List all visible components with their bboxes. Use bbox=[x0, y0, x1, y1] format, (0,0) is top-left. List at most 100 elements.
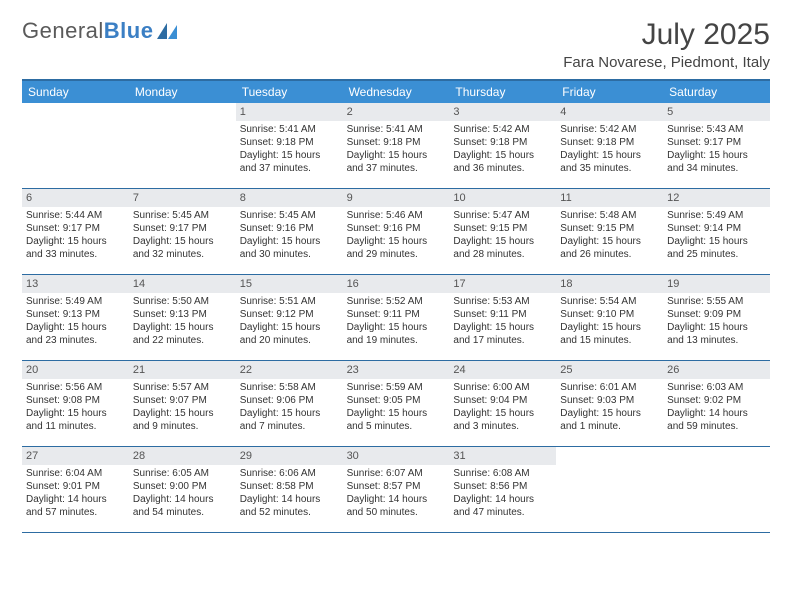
day-cell: 17Sunrise: 5:53 AMSunset: 9:11 PMDayligh… bbox=[449, 275, 556, 361]
day-number: 13 bbox=[22, 275, 129, 293]
day-content: Sunrise: 5:59 AMSunset: 9:05 PMDaylight:… bbox=[343, 379, 450, 437]
day-number: 17 bbox=[449, 275, 556, 293]
day-cell: 19Sunrise: 5:55 AMSunset: 9:09 PMDayligh… bbox=[663, 275, 770, 361]
day-number: 23 bbox=[343, 361, 450, 379]
daylight-line: Daylight: 14 hours and 54 minutes. bbox=[133, 493, 232, 519]
sunset-line: Sunset: 9:16 PM bbox=[240, 222, 339, 235]
sunrise-line: Sunrise: 5:54 AM bbox=[560, 295, 659, 308]
sunset-line: Sunset: 9:16 PM bbox=[347, 222, 446, 235]
daylight-line: Daylight: 14 hours and 47 minutes. bbox=[453, 493, 552, 519]
sunrise-line: Sunrise: 5:56 AM bbox=[26, 381, 125, 394]
logo: GeneralBlue bbox=[22, 18, 177, 44]
logo-part2: Blue bbox=[104, 18, 154, 43]
day-cell: 24Sunrise: 6:00 AMSunset: 9:04 PMDayligh… bbox=[449, 361, 556, 447]
sunset-line: Sunset: 9:14 PM bbox=[667, 222, 766, 235]
sunrise-line: Sunrise: 5:47 AM bbox=[453, 209, 552, 222]
empty-cell bbox=[129, 103, 236, 189]
sunset-line: Sunset: 9:17 PM bbox=[133, 222, 232, 235]
header: GeneralBlue July 2025 Fara Novarese, Pie… bbox=[22, 18, 770, 71]
day-content: Sunrise: 6:05 AMSunset: 9:00 PMDaylight:… bbox=[129, 465, 236, 523]
sunset-line: Sunset: 9:06 PM bbox=[240, 394, 339, 407]
sunrise-line: Sunrise: 6:03 AM bbox=[667, 381, 766, 394]
day-cell: 21Sunrise: 5:57 AMSunset: 9:07 PMDayligh… bbox=[129, 361, 236, 447]
weekday-header: Friday bbox=[556, 81, 663, 103]
sunset-line: Sunset: 9:18 PM bbox=[560, 136, 659, 149]
sunset-line: Sunset: 9:18 PM bbox=[347, 136, 446, 149]
sunset-line: Sunset: 9:17 PM bbox=[26, 222, 125, 235]
day-number: 15 bbox=[236, 275, 343, 293]
sunrise-line: Sunrise: 5:52 AM bbox=[347, 295, 446, 308]
sunset-line: Sunset: 9:08 PM bbox=[26, 394, 125, 407]
day-number: 27 bbox=[22, 447, 129, 465]
daylight-line: Daylight: 15 hours and 30 minutes. bbox=[240, 235, 339, 261]
daylight-line: Daylight: 14 hours and 52 minutes. bbox=[240, 493, 339, 519]
day-cell: 31Sunrise: 6:08 AMSunset: 8:56 PMDayligh… bbox=[449, 447, 556, 533]
day-content: Sunrise: 6:08 AMSunset: 8:56 PMDaylight:… bbox=[449, 465, 556, 523]
day-number: 31 bbox=[449, 447, 556, 465]
daylight-line: Daylight: 15 hours and 11 minutes. bbox=[26, 407, 125, 433]
sunrise-line: Sunrise: 6:01 AM bbox=[560, 381, 659, 394]
sunset-line: Sunset: 9:13 PM bbox=[26, 308, 125, 321]
sunset-line: Sunset: 8:56 PM bbox=[453, 480, 552, 493]
daylight-line: Daylight: 15 hours and 29 minutes. bbox=[347, 235, 446, 261]
day-number: 30 bbox=[343, 447, 450, 465]
day-number: 16 bbox=[343, 275, 450, 293]
sunrise-line: Sunrise: 6:06 AM bbox=[240, 467, 339, 480]
weekday-header: Wednesday bbox=[343, 81, 450, 103]
day-cell: 13Sunrise: 5:49 AMSunset: 9:13 PMDayligh… bbox=[22, 275, 129, 361]
day-number: 19 bbox=[663, 275, 770, 293]
day-cell: 15Sunrise: 5:51 AMSunset: 9:12 PMDayligh… bbox=[236, 275, 343, 361]
logo-text: GeneralBlue bbox=[22, 18, 153, 44]
sunset-line: Sunset: 9:07 PM bbox=[133, 394, 232, 407]
sunrise-line: Sunrise: 6:05 AM bbox=[133, 467, 232, 480]
daylight-line: Daylight: 15 hours and 13 minutes. bbox=[667, 321, 766, 347]
day-content: Sunrise: 5:44 AMSunset: 9:17 PMDaylight:… bbox=[22, 207, 129, 265]
day-content: Sunrise: 5:45 AMSunset: 9:17 PMDaylight:… bbox=[129, 207, 236, 265]
daylight-line: Daylight: 15 hours and 3 minutes. bbox=[453, 407, 552, 433]
day-content: Sunrise: 5:42 AMSunset: 9:18 PMDaylight:… bbox=[449, 121, 556, 179]
day-cell: 6Sunrise: 5:44 AMSunset: 9:17 PMDaylight… bbox=[22, 189, 129, 275]
sunrise-line: Sunrise: 5:48 AM bbox=[560, 209, 659, 222]
sunrise-line: Sunrise: 5:53 AM bbox=[453, 295, 552, 308]
day-cell: 3Sunrise: 5:42 AMSunset: 9:18 PMDaylight… bbox=[449, 103, 556, 189]
day-number: 2 bbox=[343, 103, 450, 121]
day-content: Sunrise: 5:49 AMSunset: 9:13 PMDaylight:… bbox=[22, 293, 129, 351]
daylight-line: Daylight: 15 hours and 26 minutes. bbox=[560, 235, 659, 261]
day-content: Sunrise: 6:07 AMSunset: 8:57 PMDaylight:… bbox=[343, 465, 450, 523]
sunset-line: Sunset: 9:04 PM bbox=[453, 394, 552, 407]
day-cell: 28Sunrise: 6:05 AMSunset: 9:00 PMDayligh… bbox=[129, 447, 236, 533]
empty-cell bbox=[663, 447, 770, 533]
weekday-header: Tuesday bbox=[236, 81, 343, 103]
day-number: 5 bbox=[663, 103, 770, 121]
sunrise-line: Sunrise: 5:51 AM bbox=[240, 295, 339, 308]
sunset-line: Sunset: 9:00 PM bbox=[133, 480, 232, 493]
daylight-line: Daylight: 15 hours and 22 minutes. bbox=[133, 321, 232, 347]
day-number: 18 bbox=[556, 275, 663, 293]
daylight-line: Daylight: 15 hours and 33 minutes. bbox=[26, 235, 125, 261]
day-content: Sunrise: 5:46 AMSunset: 9:16 PMDaylight:… bbox=[343, 207, 450, 265]
day-content: Sunrise: 5:55 AMSunset: 9:09 PMDaylight:… bbox=[663, 293, 770, 351]
day-number: 8 bbox=[236, 189, 343, 207]
sunrise-line: Sunrise: 6:04 AM bbox=[26, 467, 125, 480]
sunset-line: Sunset: 8:58 PM bbox=[240, 480, 339, 493]
day-number: 25 bbox=[556, 361, 663, 379]
day-cell: 16Sunrise: 5:52 AMSunset: 9:11 PMDayligh… bbox=[343, 275, 450, 361]
day-cell: 10Sunrise: 5:47 AMSunset: 9:15 PMDayligh… bbox=[449, 189, 556, 275]
day-cell: 22Sunrise: 5:58 AMSunset: 9:06 PMDayligh… bbox=[236, 361, 343, 447]
sunset-line: Sunset: 9:05 PM bbox=[347, 394, 446, 407]
daylight-line: Daylight: 15 hours and 34 minutes. bbox=[667, 149, 766, 175]
sunrise-line: Sunrise: 5:49 AM bbox=[667, 209, 766, 222]
title-block: July 2025 Fara Novarese, Piedmont, Italy bbox=[563, 18, 770, 71]
daylight-line: Daylight: 15 hours and 1 minute. bbox=[560, 407, 659, 433]
daylight-line: Daylight: 14 hours and 59 minutes. bbox=[667, 407, 766, 433]
day-cell: 5Sunrise: 5:43 AMSunset: 9:17 PMDaylight… bbox=[663, 103, 770, 189]
day-cell: 2Sunrise: 5:41 AMSunset: 9:18 PMDaylight… bbox=[343, 103, 450, 189]
day-cell: 9Sunrise: 5:46 AMSunset: 9:16 PMDaylight… bbox=[343, 189, 450, 275]
sunset-line: Sunset: 9:18 PM bbox=[453, 136, 552, 149]
sunrise-line: Sunrise: 5:45 AM bbox=[240, 209, 339, 222]
day-number: 7 bbox=[129, 189, 236, 207]
sunset-line: Sunset: 9:10 PM bbox=[560, 308, 659, 321]
day-cell: 4Sunrise: 5:42 AMSunset: 9:18 PMDaylight… bbox=[556, 103, 663, 189]
day-content: Sunrise: 5:45 AMSunset: 9:16 PMDaylight:… bbox=[236, 207, 343, 265]
day-cell: 7Sunrise: 5:45 AMSunset: 9:17 PMDaylight… bbox=[129, 189, 236, 275]
